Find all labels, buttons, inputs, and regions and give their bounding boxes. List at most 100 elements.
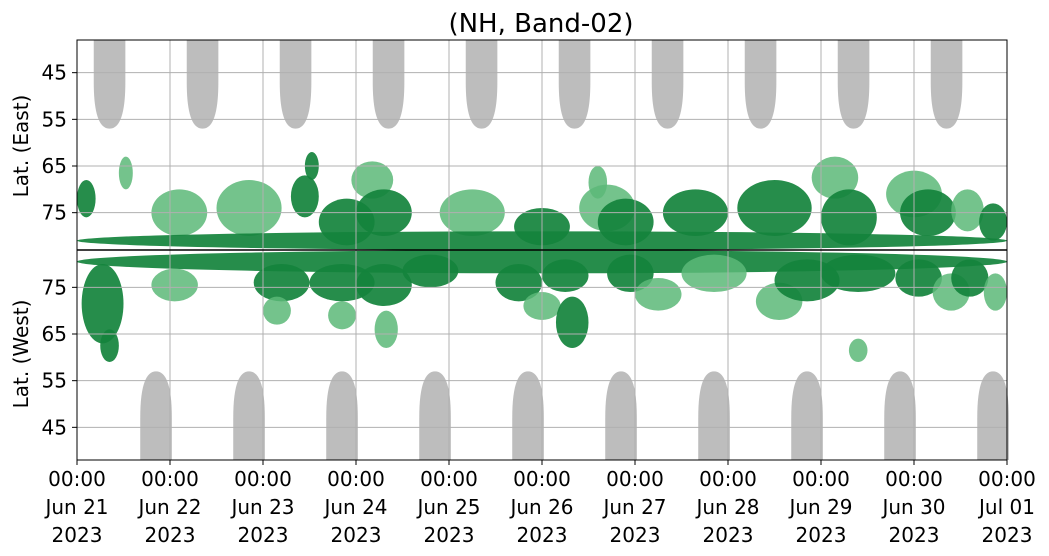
activity-blob-bottom xyxy=(848,338,868,363)
x-tick-label-year: 2023 xyxy=(610,523,661,547)
y-tick-label-bottom: 45 xyxy=(42,415,67,439)
x-tick-label-year: 2023 xyxy=(145,523,196,547)
daylight-region-top-2 xyxy=(279,40,312,129)
x-tick-label-year: 2023 xyxy=(796,523,847,547)
x-tick-label-year: 2023 xyxy=(52,523,103,547)
activity-blob-top xyxy=(951,189,984,232)
daylight-region-bottom-4 xyxy=(512,371,544,460)
x-tick-label-year: 2023 xyxy=(703,523,754,547)
activity-blob-bottom xyxy=(151,268,198,302)
x-tick-label-date: Jun 25 xyxy=(415,495,480,519)
x-tick-label-date: Jun 27 xyxy=(601,495,666,519)
daylight-region-top-3 xyxy=(372,40,405,129)
x-tick-label-time: 00:00 xyxy=(885,467,943,491)
activity-blob-top xyxy=(588,166,608,199)
x-tick-label-date: Jun 26 xyxy=(508,495,573,519)
x-tick-label-date: Jun 29 xyxy=(787,495,852,519)
x-tick-label-date: Jul 01 xyxy=(977,495,1035,519)
activity-blob-top xyxy=(821,189,877,246)
x-tick-label-time: 00:00 xyxy=(792,467,850,491)
x-tick-label-date: Jun 24 xyxy=(322,495,387,519)
x-tick-label-time: 00:00 xyxy=(141,467,199,491)
activity-blob-top xyxy=(290,175,319,218)
y-axis-bottom: 75 65 55 45 xyxy=(42,275,77,439)
activity-blob-top xyxy=(216,180,282,236)
daylight-region-top-6 xyxy=(651,40,684,129)
x-tick-label-date: Jun 28 xyxy=(694,495,759,519)
activity-blob-bottom xyxy=(263,296,291,325)
activity-blob-bottom xyxy=(374,310,398,349)
activity-blob-bottom xyxy=(100,329,119,362)
activity-blob-bottom xyxy=(983,273,1007,311)
plot-area xyxy=(76,39,1009,461)
x-tick-label-time: 00:00 xyxy=(699,467,757,491)
daylight-region-top-4 xyxy=(465,40,498,129)
activity-blob-bottom xyxy=(681,254,747,292)
x-tick-label-time: 00:00 xyxy=(327,467,385,491)
activity-blob-top xyxy=(118,156,133,190)
chart-title: (NH, Band-02) xyxy=(448,9,633,39)
x-tick-label-date: Jun 30 xyxy=(880,495,945,519)
daylight-region-bottom-3 xyxy=(419,371,451,460)
y-axis-top: 45 55 65 75 xyxy=(42,61,77,225)
daylight-region-bottom-0 xyxy=(140,371,172,460)
activity-blob-top xyxy=(979,203,1007,241)
x-tick-label-time: 00:00 xyxy=(513,467,571,491)
x-tick-label-date: Jun 23 xyxy=(229,495,294,519)
activity-blob-bottom xyxy=(821,254,896,292)
x-tick-label-time: 00:00 xyxy=(234,467,292,491)
activity-blob-top xyxy=(811,156,859,199)
activity-blob-top xyxy=(351,161,394,199)
x-axis: 00:00 Jun 21 2023 00:00 Jun 22 2023 00:00 Jun 2… xyxy=(43,460,1036,547)
activity-blob-bottom xyxy=(356,264,412,306)
x-tick-label-year: 2023 xyxy=(982,523,1033,547)
x-tick-label-year: 2023 xyxy=(889,523,940,547)
y-tick-label-top: 45 xyxy=(42,61,67,85)
x-tick-label-date: Jun 21 xyxy=(43,495,108,519)
x-tick-label-time: 00:00 xyxy=(606,467,664,491)
daylight-region-bottom-2 xyxy=(326,371,358,460)
y-tick-label-top: 55 xyxy=(42,107,67,131)
x-tick-label-date: Jun 22 xyxy=(136,495,201,519)
activity-blob-bottom xyxy=(607,254,654,292)
daylight-region-bottom-9 xyxy=(977,371,1009,460)
daylight-region-bottom-6 xyxy=(698,371,730,460)
daylight-region-top-9 xyxy=(930,40,963,129)
activity-blob-bottom xyxy=(635,278,682,311)
x-tick-label-year: 2023 xyxy=(331,523,382,547)
daylight-region-top-8 xyxy=(837,40,870,129)
daylight-region-top-7 xyxy=(744,40,777,129)
daylight-region-top-1 xyxy=(186,40,219,129)
activity-blob-bottom xyxy=(402,254,459,288)
x-tick-label-year: 2023 xyxy=(238,523,289,547)
y-tick-label-bottom: 75 xyxy=(42,275,67,299)
activity-blob-top xyxy=(77,180,96,218)
y-axis-label-bottom: Lat. (West) xyxy=(9,300,33,409)
activity-blob-top xyxy=(737,180,812,236)
activity-blob-bottom xyxy=(951,259,989,297)
activity-blob-bottom xyxy=(328,301,356,330)
activity-blob-bottom xyxy=(542,259,589,292)
daylight-region-bottom-5 xyxy=(605,371,637,460)
y-tick-label-bottom: 55 xyxy=(42,369,67,393)
y-tick-label-top: 65 xyxy=(42,154,67,178)
y-tick-label-bottom: 65 xyxy=(42,322,67,346)
x-tick-label-time: 00:00 xyxy=(48,467,106,491)
x-tick-label-year: 2023 xyxy=(517,523,568,547)
daylight-region-bottom-8 xyxy=(884,371,916,460)
daylight-region-bottom-7 xyxy=(791,371,823,460)
y-tick-label-top: 75 xyxy=(42,201,67,225)
y-axis-label-top: Lat. (East) xyxy=(9,95,33,198)
x-tick-label-year: 2023 xyxy=(424,523,475,547)
activity-blob-bottom xyxy=(555,296,589,349)
activity-blob-bottom xyxy=(81,264,124,344)
daylight-region-top-0 xyxy=(93,40,126,129)
x-tick-label-time: 00:00 xyxy=(420,467,478,491)
daylight-region-top-5 xyxy=(558,40,591,129)
daylight-region-bottom-1 xyxy=(233,371,265,460)
activity-blob-bottom xyxy=(495,264,542,302)
x-tick-label-time: 00:00 xyxy=(978,467,1036,491)
activity-blob-bottom xyxy=(253,264,310,302)
daylight-layer xyxy=(93,40,1009,460)
